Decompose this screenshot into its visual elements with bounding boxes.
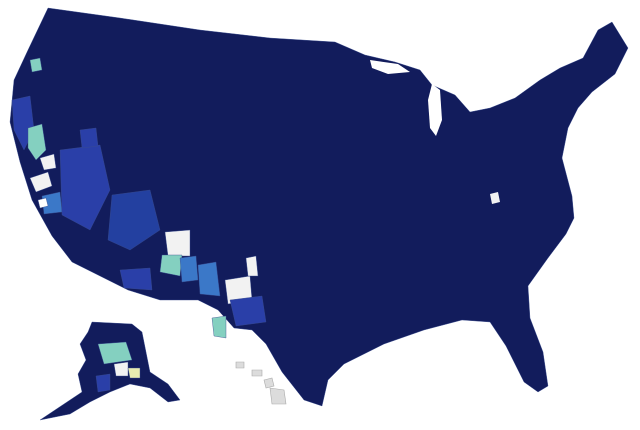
island [235, 361, 245, 369]
county [27, 123, 47, 161]
island [263, 377, 275, 389]
island [251, 369, 263, 377]
county [119, 267, 153, 291]
county [37, 197, 49, 209]
alaska [39, 321, 181, 421]
county [79, 127, 99, 149]
county [113, 361, 129, 377]
county [490, 192, 500, 204]
county [39, 153, 57, 171]
county [97, 341, 133, 365]
county [229, 295, 267, 327]
western-counties [11, 57, 267, 339]
county [164, 229, 191, 257]
county [245, 255, 259, 277]
island [269, 387, 287, 405]
county [197, 261, 221, 297]
county [29, 171, 53, 193]
lake [428, 84, 442, 136]
hawaii [235, 361, 287, 405]
mainland [9, 7, 629, 407]
county [127, 367, 141, 379]
county [95, 373, 111, 393]
county [211, 315, 227, 339]
county [179, 255, 199, 283]
county [159, 254, 183, 277]
county [29, 57, 43, 73]
county [107, 189, 161, 251]
lake [370, 60, 410, 74]
